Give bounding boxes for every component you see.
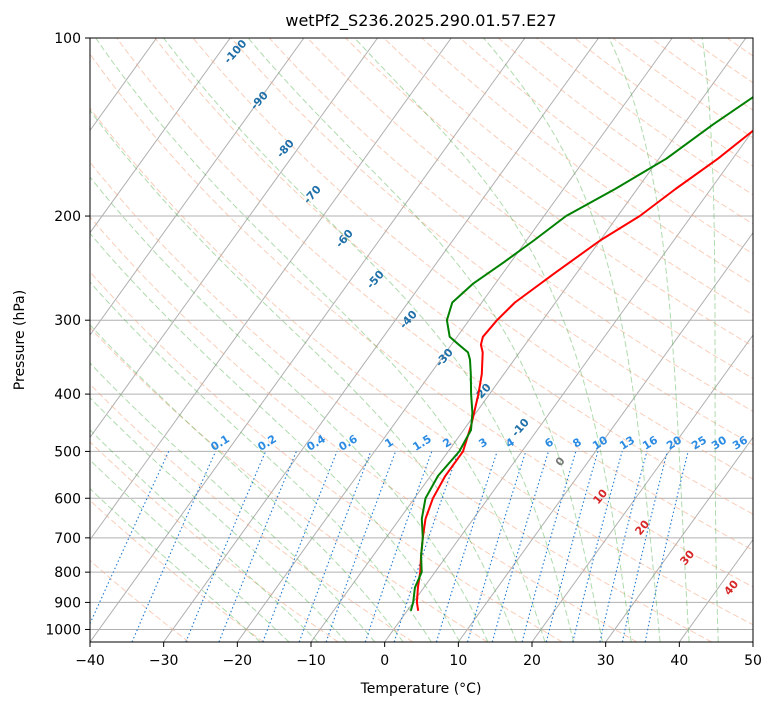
mixing-ratio-line bbox=[621, 451, 668, 642]
mixing-ratio-line bbox=[599, 451, 648, 642]
moist-adiabat-line bbox=[483, 38, 661, 642]
mixing-ratio-line bbox=[491, 451, 550, 642]
moist-adiabat-line bbox=[354, 38, 632, 642]
dry-adiabat-line bbox=[90, 383, 414, 642]
moist-adiabat-line bbox=[90, 397, 347, 642]
isotherm-line bbox=[90, 38, 378, 439]
dry-adiabat-line bbox=[90, 327, 488, 642]
moist-adiabat-line bbox=[95, 38, 546, 642]
moist-adiabat-line bbox=[90, 324, 404, 642]
moist-adiabat-line bbox=[701, 38, 719, 642]
mixing-ratio-line bbox=[393, 451, 459, 642]
y-tick-label: 300 bbox=[54, 313, 81, 329]
moist-adiabat-line bbox=[608, 38, 690, 642]
y-axis-label: Pressure (hPa) bbox=[12, 290, 28, 390]
x-tick-label: −30 bbox=[149, 653, 179, 669]
mixing-ratio-line bbox=[572, 451, 623, 642]
isotherm-line bbox=[384, 129, 753, 642]
moist-adiabat-line bbox=[90, 281, 432, 642]
x-tick-label: −40 bbox=[75, 653, 105, 669]
isotherm-line bbox=[90, 38, 305, 336]
x-tick-label: 30 bbox=[597, 653, 615, 669]
isotherm-line bbox=[531, 334, 753, 642]
dry-adiabat-line bbox=[90, 161, 712, 642]
dry-adiabat-line bbox=[90, 216, 638, 642]
dry-adiabat-line bbox=[90, 499, 264, 642]
dewpoint-profile bbox=[409, 95, 753, 612]
chart-title: wetPf2_S236.2025.290.01.57.E27 bbox=[285, 11, 556, 31]
sounding-profiles bbox=[409, 95, 753, 612]
dry-adiabat-line bbox=[497, 38, 753, 225]
dry-adiabat-line bbox=[383, 38, 753, 316]
moist-adiabat-line bbox=[90, 362, 376, 642]
x-tick-label: 40 bbox=[670, 653, 688, 669]
x-tick-label: −20 bbox=[223, 653, 253, 669]
y-tick-label: 800 bbox=[54, 565, 81, 581]
isotherm-line bbox=[90, 38, 452, 541]
axis-ticks: −40 −30 −20 −10 0 10 20 30 40 50 100 200 300 400 500 60… bbox=[45, 31, 762, 669]
mixing-ratio-line bbox=[466, 451, 527, 642]
plot-frame bbox=[89, 37, 754, 643]
y-tick-label: 400 bbox=[54, 387, 81, 403]
dry-adiabat-line bbox=[421, 38, 753, 285]
moist-adiabat-line bbox=[163, 38, 575, 642]
y-tick-label: 600 bbox=[54, 491, 81, 507]
moist-adiabat-line bbox=[90, 459, 290, 642]
mixing-ratio-line bbox=[131, 451, 217, 642]
mixing-ratio-line bbox=[435, 451, 498, 642]
mixing-ratio-line bbox=[325, 451, 397, 642]
y-tick-label: 700 bbox=[54, 531, 81, 547]
y-tick-label: 1000 bbox=[45, 622, 81, 638]
mixing-ratio-line bbox=[185, 451, 267, 642]
isotherm-line bbox=[90, 38, 231, 234]
dry-adiabat-line bbox=[90, 53, 753, 588]
mixing-ratio-line bbox=[644, 451, 689, 642]
y-tick-label: 100 bbox=[54, 31, 81, 47]
x-tick-label: −10 bbox=[296, 653, 326, 669]
dry-adiabat-line bbox=[90, 271, 563, 642]
x-tick-label: 50 bbox=[744, 653, 762, 669]
x-tick-label: 20 bbox=[523, 653, 541, 669]
x-tick-label: 0 bbox=[380, 653, 389, 669]
dry-adiabat-line bbox=[90, 107, 753, 626]
y-tick-label: 200 bbox=[54, 209, 81, 225]
isotherm-line bbox=[605, 436, 753, 642]
dry-adiabat-line bbox=[116, 38, 753, 551]
x-tick-label: 10 bbox=[449, 653, 467, 669]
mixing-ratio-line bbox=[364, 451, 433, 642]
dry-adiabat-line bbox=[268, 38, 753, 412]
mixing-ratio-line bbox=[545, 451, 599, 642]
isotherm-line bbox=[163, 38, 599, 642]
isotherm-line bbox=[90, 38, 526, 642]
y-tick-label: 900 bbox=[54, 595, 81, 611]
isotherm-line bbox=[457, 231, 753, 642]
dry-adiabat-line bbox=[459, 38, 753, 255]
moist-adiabat-line bbox=[90, 109, 517, 642]
moist-adiabat-line bbox=[90, 176, 489, 642]
plot-grid bbox=[90, 38, 753, 642]
moist-adiabat-line bbox=[247, 38, 603, 642]
mixing-ratio-line bbox=[90, 451, 170, 625]
x-axis-label: Temperature (°C) bbox=[360, 681, 482, 697]
dry-adiabat-line bbox=[154, 38, 753, 515]
isotherm-line bbox=[678, 538, 753, 642]
dry-adiabat-line bbox=[230, 38, 753, 446]
moist-adiabat-line bbox=[90, 429, 319, 642]
mixing-ratio-line bbox=[521, 451, 577, 642]
y-tick-label: 500 bbox=[54, 444, 81, 460]
moist-adiabat-line bbox=[90, 232, 461, 642]
dry-adiabat-line bbox=[192, 38, 753, 480]
